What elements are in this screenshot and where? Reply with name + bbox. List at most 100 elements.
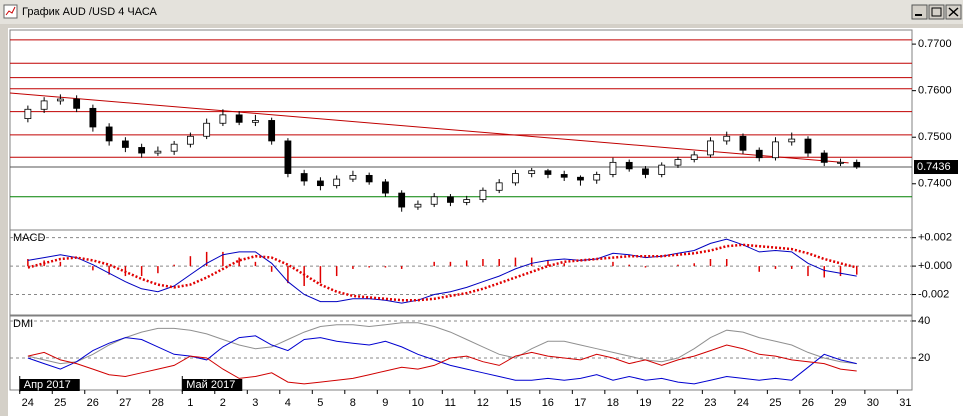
candle-body bbox=[154, 150, 162, 154]
candle-body bbox=[593, 174, 601, 181]
candle-body bbox=[788, 138, 796, 143]
panel-label: MACD bbox=[13, 232, 45, 244]
candle-body bbox=[170, 143, 178, 152]
candle-body bbox=[300, 173, 308, 182]
panel-label: DMI bbox=[13, 318, 33, 330]
panel-frame bbox=[9, 229, 913, 316]
y-tick-label: 0.7500 bbox=[918, 131, 952, 143]
month-label: Апр 2017 bbox=[24, 379, 71, 391]
candle-body bbox=[544, 170, 552, 175]
x-tick-label: 3 bbox=[252, 397, 258, 409]
candle-body bbox=[723, 135, 731, 142]
x-tick-label: 10 bbox=[412, 397, 424, 409]
y-tick-label: +0.002 bbox=[918, 232, 952, 244]
y-tick-label: 0.7400 bbox=[918, 178, 952, 190]
candle-body bbox=[333, 178, 341, 187]
signal-line bbox=[27, 243, 858, 302]
candle-body bbox=[625, 161, 633, 170]
candle-body bbox=[479, 189, 487, 201]
x-tick-label: 4 bbox=[285, 397, 291, 409]
candle-body bbox=[528, 170, 536, 174]
close-button[interactable] bbox=[945, 4, 962, 20]
x-tick-label: 24 bbox=[22, 397, 34, 409]
x-tick-label: 1 bbox=[187, 397, 193, 409]
button-glyph bbox=[948, 7, 959, 17]
candle-body bbox=[642, 168, 649, 175]
candle-body bbox=[73, 98, 81, 109]
candle-body bbox=[56, 98, 64, 102]
x-tick-label: 9 bbox=[382, 397, 388, 409]
candle-body bbox=[40, 100, 48, 110]
x-tick-label: 17 bbox=[574, 397, 586, 409]
x-tick-label: 8 bbox=[350, 397, 356, 409]
candle-body bbox=[755, 149, 763, 159]
y-tick-label: +0.000 bbox=[918, 260, 952, 272]
x-tick-label: 22 bbox=[672, 397, 684, 409]
x-tick-label: 24 bbox=[737, 397, 749, 409]
candle-body bbox=[674, 159, 682, 166]
candle-body bbox=[186, 135, 194, 145]
candle-body bbox=[235, 114, 243, 123]
indicator-line bbox=[27, 335, 857, 385]
candle-body bbox=[609, 161, 617, 175]
x-tick-label: 5 bbox=[317, 397, 323, 409]
candle-body bbox=[447, 196, 454, 203]
candle-body bbox=[317, 180, 324, 187]
candle-body bbox=[203, 122, 211, 137]
x-tick-label: 26 bbox=[87, 397, 99, 409]
candle-body bbox=[382, 181, 389, 194]
candle-body bbox=[349, 174, 357, 180]
button-face[interactable] bbox=[911, 4, 928, 20]
candle-body bbox=[268, 120, 276, 142]
x-tick-label: 23 bbox=[704, 397, 716, 409]
x-tick-label: 12 bbox=[477, 397, 489, 409]
candle-body bbox=[105, 126, 113, 142]
x-tick-label: 25 bbox=[54, 397, 66, 409]
x-tick-label: 25 bbox=[769, 397, 781, 409]
candle-body bbox=[365, 174, 373, 183]
x-tick-label: 19 bbox=[639, 397, 651, 409]
candle-body bbox=[138, 147, 146, 154]
x-tick-label: 18 bbox=[607, 397, 619, 409]
candle-body bbox=[577, 176, 584, 181]
candle-body bbox=[463, 199, 471, 203]
candle-body bbox=[853, 161, 861, 168]
y-tick-label: 0.7600 bbox=[918, 85, 952, 97]
x-tick-label: 27 bbox=[119, 397, 131, 409]
y-tick-label: 20 bbox=[918, 352, 930, 364]
x-tick-label: 28 bbox=[152, 397, 164, 409]
x-tick-label: 16 bbox=[542, 397, 554, 409]
x-tick-label: 29 bbox=[834, 397, 846, 409]
button-face[interactable] bbox=[928, 4, 945, 20]
candle-body bbox=[772, 141, 779, 159]
candle-body bbox=[837, 161, 844, 164]
x-tick-label: 11 bbox=[445, 397, 456, 409]
minimize-button[interactable] bbox=[911, 4, 928, 20]
candle-body bbox=[820, 152, 828, 163]
candle-body bbox=[24, 108, 32, 119]
y-tick-label: -0.002 bbox=[918, 288, 949, 300]
window-icon-glyph bbox=[5, 6, 16, 16]
candle-body bbox=[707, 140, 714, 156]
current-price-box bbox=[914, 160, 958, 175]
month-label: Май 2017 bbox=[186, 379, 235, 391]
x-tick-label: 31 bbox=[899, 397, 911, 409]
y-tick-label: 0.7700 bbox=[918, 38, 952, 50]
x-tick-label: 15 bbox=[509, 397, 521, 409]
candle-body bbox=[430, 196, 438, 205]
indicator-line bbox=[27, 344, 857, 385]
candle-body bbox=[121, 140, 129, 148]
candle-body bbox=[398, 192, 406, 208]
candle-body bbox=[560, 174, 568, 178]
indicator-line bbox=[27, 322, 857, 365]
candle-body bbox=[284, 140, 292, 174]
maximize-button[interactable] bbox=[928, 4, 945, 20]
candle-body bbox=[219, 114, 227, 124]
candle-body bbox=[512, 173, 519, 184]
y-tick-label: 40 bbox=[918, 315, 930, 327]
title-bar bbox=[0, 0, 963, 24]
button-glyph bbox=[931, 7, 942, 17]
x-tick-label: 26 bbox=[802, 397, 814, 409]
candle-body bbox=[495, 182, 503, 191]
candle-body bbox=[252, 120, 259, 123]
